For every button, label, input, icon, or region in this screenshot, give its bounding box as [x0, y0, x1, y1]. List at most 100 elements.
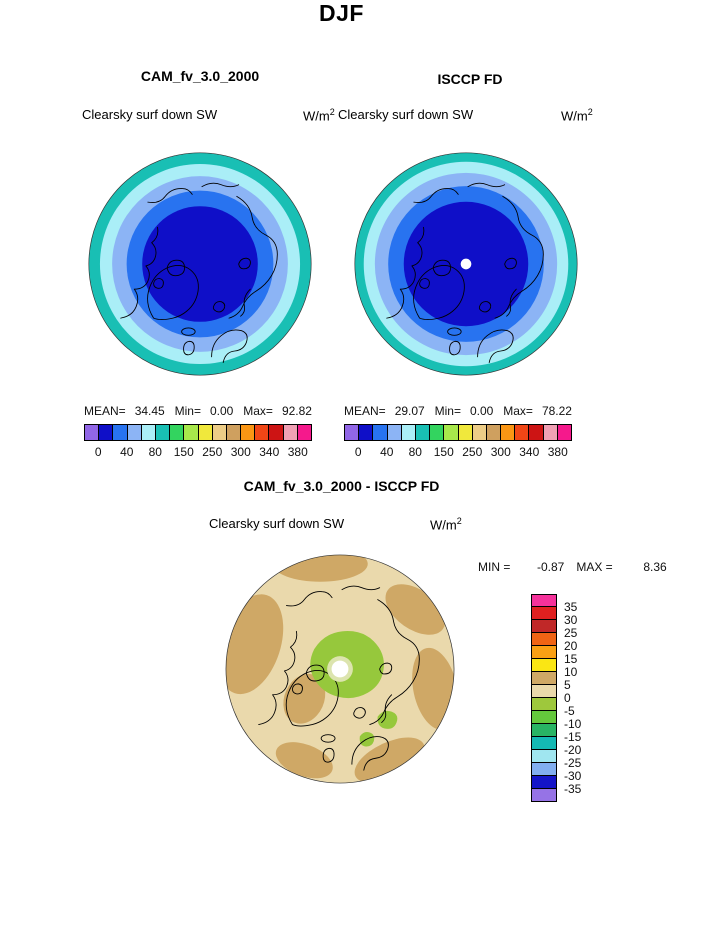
left-field-label: Clearsky surf down SW: [82, 107, 218, 122]
map-left-svg: [88, 152, 312, 376]
colorbar-segment: [113, 425, 128, 440]
colorbar-tick-labels: 0 40 80 150 250 300 340 380: [344, 445, 572, 459]
colorbar-segment: [458, 425, 473, 440]
colorbar-tick: 0: [564, 691, 571, 705]
left-colorbar: 0 40 80 150 250 300 340 380: [84, 424, 312, 459]
left-stats-row: MEAN= 34.45 Min= 0.00 Max= 92.82: [84, 404, 312, 418]
colorbar-tick: 25: [564, 626, 578, 640]
diff-panel-title: CAM_fv_3.0_2000 - ISCCP FD: [243, 478, 440, 494]
colorbar-segment: [283, 425, 298, 440]
colorbar-tick: -30: [564, 769, 582, 783]
colorbar-tick: 340: [519, 445, 540, 459]
min-value: 0.00: [209, 404, 234, 418]
colorbar-segment: [543, 425, 558, 440]
pole-missing-data-dot: [460, 258, 472, 270]
colorbar-segment: [184, 425, 199, 440]
min-value: -0.87: [536, 560, 565, 574]
colorbar-segment: [198, 425, 213, 440]
map-boundary: [88, 152, 312, 376]
map-boundary: [354, 152, 578, 376]
colorbar-segment: [269, 425, 284, 440]
colorbar-segment: [531, 789, 557, 802]
colorbar-tick: 10: [564, 665, 578, 679]
right-stats-row: MEAN= 29.07 Min= 0.00 Max= 78.22: [344, 404, 572, 418]
colorbar-segment: [557, 425, 571, 440]
contour-fill: [225, 554, 455, 784]
colorbar-segment: [373, 425, 388, 440]
right-panel-title: ISCCP FD: [437, 71, 503, 87]
colorbar-tick: 15: [564, 652, 578, 666]
map-isccp: [350, 148, 582, 380]
colorbar-segment: [141, 425, 156, 440]
colorbar-tick: 250: [202, 445, 223, 459]
colorbar-tick: 300: [490, 445, 511, 459]
colorbar-segment: [531, 698, 557, 711]
units-exponent: 2: [329, 107, 335, 117]
colorbar-segment: [297, 425, 311, 440]
map-cam: [84, 148, 316, 380]
right-field-label: Clearsky surf down SW: [338, 107, 474, 122]
max-value: 8.36: [643, 560, 667, 574]
colorbar-tick: 0: [94, 445, 102, 459]
units-base: W/m: [561, 108, 588, 124]
colorbar-tick: -15: [564, 730, 582, 744]
colorbar-tick: -5: [564, 704, 575, 718]
colorbar-segment: [531, 607, 557, 620]
colorbar-tick: 300: [230, 445, 251, 459]
colorbar-tick: 250: [462, 445, 483, 459]
max-label: MAX =: [576, 560, 613, 574]
max-label: Max=: [503, 404, 533, 418]
colorbar-tick: 80: [408, 445, 422, 459]
min-label: Min=: [174, 404, 201, 418]
mean-label: MEAN=: [344, 404, 386, 418]
colorbar-segment: [155, 425, 171, 440]
diff-colorbar-strip: [531, 594, 557, 802]
colorbar-tick: -25: [564, 756, 582, 770]
units-exponent: 2: [456, 516, 462, 526]
colorbar-segment: [387, 425, 402, 440]
colorbar-tick: -20: [564, 743, 582, 757]
colorbar-segment: [531, 620, 557, 633]
map-difference: [221, 550, 459, 788]
min-value: 0.00: [469, 404, 494, 418]
left-panel-title: CAM_fv_3.0_2000: [140, 68, 260, 84]
colorbar-segment: [226, 425, 242, 440]
colorbar-tick: 5: [564, 678, 571, 692]
colorbar-tick: 150: [433, 445, 454, 459]
contour-fill: [88, 152, 312, 376]
colorbar-segment: [430, 425, 445, 440]
colorbar-tick: 80: [148, 445, 162, 459]
colorbar-segment: [515, 425, 530, 440]
diff-units-label: W/m2: [430, 516, 462, 532]
map-diff-svg: [225, 554, 455, 784]
contour-fill: [354, 152, 578, 376]
map-right-svg: [354, 152, 578, 376]
colorbar-segment: [531, 763, 557, 776]
colorbar-segment: [531, 737, 557, 750]
colorbar-segment: [472, 425, 487, 440]
colorbar-segment: [255, 425, 270, 440]
colorbar-tick-labels: 0 40 80 150 250 300 340 380: [84, 445, 312, 459]
units-exponent: 2: [587, 107, 593, 117]
colorbar-segment: [531, 594, 557, 607]
colorbar-tick: 380: [547, 445, 568, 459]
mean-value: 29.07: [394, 404, 425, 418]
coastlines: [120, 182, 278, 364]
colorbar-segment: [501, 425, 516, 440]
colorbar-segment: [531, 685, 557, 698]
diff-colorbar: 35 30 25 20 15 10 5 0 -5 -10 -15 -20 -25 -30 -35: [531, 594, 600, 802]
colorbar-tick: 150: [173, 445, 194, 459]
colorbar-tick: 20: [564, 639, 578, 653]
coastlines: [258, 585, 420, 771]
min-label: Min=: [434, 404, 461, 418]
mean-label: MEAN=: [84, 404, 126, 418]
colorbar-segment: [401, 425, 416, 440]
colorbar-segment: [531, 750, 557, 763]
max-value: 92.82: [281, 404, 312, 418]
season-title: DJF: [319, 0, 364, 26]
units-base: W/m: [303, 108, 330, 124]
pole-missing-data-dot: [331, 660, 349, 678]
colorbar-segment: [531, 672, 557, 685]
coastlines: [386, 182, 544, 364]
colorbar-tick: 35: [564, 600, 578, 614]
